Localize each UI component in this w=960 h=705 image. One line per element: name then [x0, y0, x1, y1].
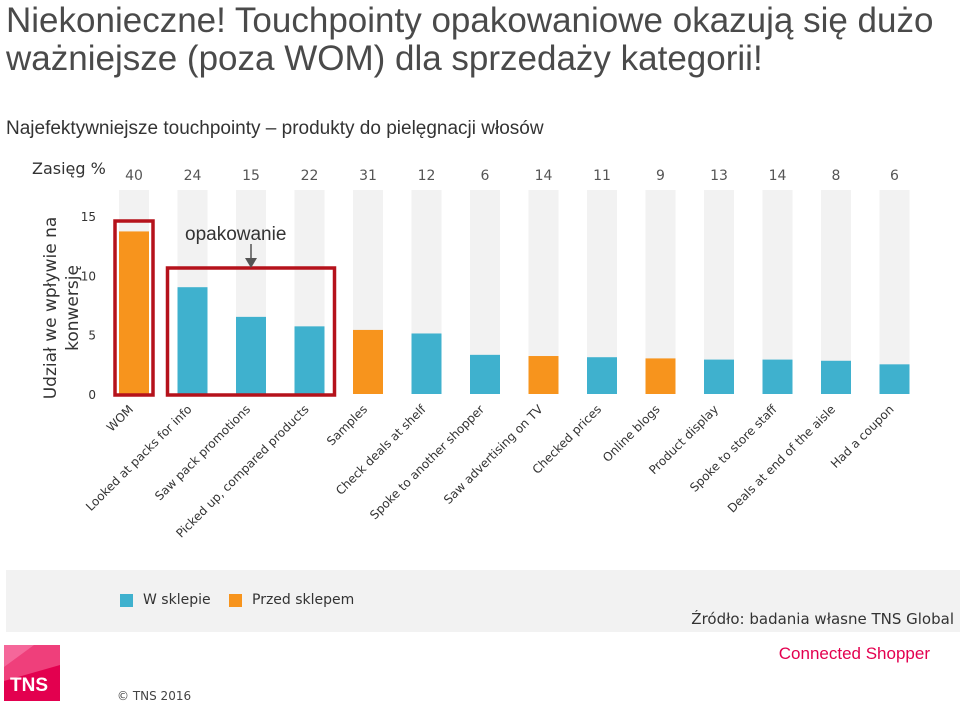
reach-value: 13 [710, 168, 728, 184]
reach-value: 9 [656, 168, 665, 184]
legend-item-pre-store: Przed sklepem [229, 592, 354, 608]
bar [177, 287, 208, 394]
chart-subtitle: Najefektywniejsze touchpointy – produkty… [6, 118, 544, 139]
packaging-annotation: opakowanie [185, 224, 286, 245]
y-axis-ticks: 0 5 10 15 [81, 210, 96, 402]
bar [353, 329, 383, 394]
x-tick-label: Picked up, compared products [173, 402, 311, 540]
reach-value: 12 [418, 168, 436, 184]
bar [587, 357, 617, 394]
reach-value: 24 [184, 168, 202, 184]
bar [470, 354, 500, 394]
logo-text: TNS [10, 675, 48, 696]
bar [645, 358, 676, 394]
reach-value: 8 [832, 168, 841, 184]
y-tick-label: 0 [88, 388, 96, 402]
legend-label-in-store: W sklepie [143, 592, 211, 608]
reach-value: 22 [301, 168, 319, 184]
y-tick-label: 15 [81, 210, 96, 224]
background-bar [821, 190, 851, 394]
reach-row: 40 24 15 22 31 12 6 14 11 9 13 14 8 6 [125, 168, 899, 184]
x-tick-label: Online blogs [600, 402, 663, 465]
x-tick-label: Spoke to another shopper [367, 402, 487, 522]
reach-value: 11 [593, 168, 611, 184]
reach-value: 31 [359, 168, 377, 184]
bar [704, 359, 734, 394]
x-tick-label: Had a coupon [828, 402, 897, 471]
x-tick-label: Saw pack promotions [152, 402, 253, 503]
bar-chart: Zasięg % 40 24 15 22 31 12 6 14 11 9 13 14 8 6 Udział… [32, 159, 910, 541]
reach-label: Zasięg % [32, 159, 106, 178]
y-tick-label: 10 [81, 269, 96, 283]
bar [236, 316, 266, 394]
bar [762, 359, 793, 394]
brand-name: Connected Shopper [778, 644, 930, 663]
bar [528, 356, 559, 394]
legend-swatch-pre-store [229, 593, 242, 607]
logo-pattern-icon [4, 645, 60, 681]
copyright: © TNS 2016 [117, 689, 192, 703]
x-tick-label: Looked at packs for info [83, 402, 195, 514]
reach-value: 14 [769, 168, 787, 184]
page-title: Niekonieczne! Touchpointy opakowaniowe o… [6, 1, 934, 78]
y-tick-label: 5 [88, 329, 96, 343]
background-bar [879, 190, 910, 394]
tns-logo: TNS [4, 645, 60, 701]
bar [411, 333, 442, 394]
legend-band: W sklepie Przed sklepem Źródło: badania … [6, 570, 960, 632]
highlight-frame-wom [113, 219, 155, 397]
reach-value: 40 [125, 168, 143, 184]
reach-value: 6 [481, 168, 490, 184]
bar [821, 360, 851, 394]
reach-value: 14 [535, 168, 553, 184]
source-note: Źródło: badania własne TNS Global [691, 610, 954, 628]
x-tick-label: Samples [324, 402, 370, 448]
x-tick-label: WOM [104, 402, 136, 434]
annotation-arrow [245, 244, 257, 268]
x-tick-label: Deals at end of the aisle [725, 402, 838, 515]
reach-value: 15 [242, 168, 260, 184]
bar [294, 326, 325, 394]
x-tick-label: Saw advertising on TV [441, 402, 546, 507]
bar [879, 364, 910, 394]
legend-item-in-store: W sklepie [120, 592, 211, 608]
bar [119, 231, 149, 394]
reach-value: 6 [890, 168, 899, 184]
y-axis-label: Udział we wpływie na konwersję [41, 217, 83, 400]
legend-swatch-in-store [120, 593, 133, 607]
legend-label-pre-store: Przed sklepem [252, 592, 355, 608]
bars [119, 190, 910, 394]
